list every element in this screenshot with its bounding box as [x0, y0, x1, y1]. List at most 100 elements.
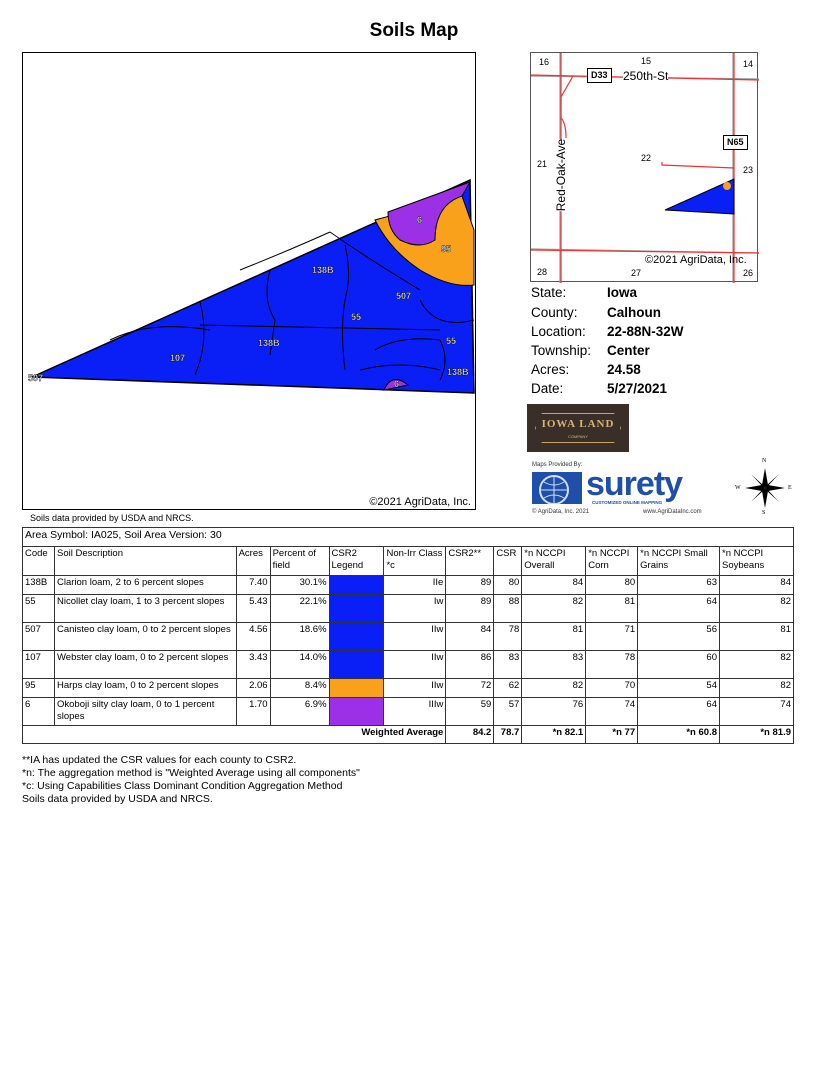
- cell-corn: 71: [585, 622, 639, 651]
- agridata-copyright: © AgriData, Inc. 2021: [532, 509, 590, 515]
- info-value: 24.58: [607, 362, 641, 377]
- column-header: CSR2**: [445, 546, 495, 576]
- cell-small: 54: [637, 678, 720, 698]
- table-header: Code Soil Description Acres Percent of fiel…: [22, 546, 794, 576]
- cell-pct: 30.1%: [269, 575, 330, 595]
- info-key: Date:: [531, 381, 564, 396]
- compass-w: W: [735, 485, 741, 491]
- section-label: 15: [641, 56, 652, 66]
- cell-code: 55: [22, 594, 55, 623]
- cell-small: 56: [637, 622, 720, 651]
- maps-provided-label: Maps Provided By:: [532, 462, 583, 468]
- cell-small: 63: [637, 575, 720, 595]
- cell-overall: 76: [521, 697, 587, 726]
- column-header: CSR2 Legend: [328, 546, 385, 576]
- info-key: Acres:: [531, 362, 570, 377]
- logo-text: IOWA LAND: [541, 418, 615, 430]
- cell-desc: Webster clay loam, 0 to 2 percent slopes: [53, 650, 237, 679]
- cell-cls: IIw: [383, 622, 447, 651]
- compass-n: N: [762, 458, 767, 464]
- cell-csr2: 89: [445, 575, 495, 595]
- section-label: 26: [743, 268, 754, 278]
- info-value: Center: [607, 343, 650, 358]
- cell-cls: IIw: [383, 650, 447, 679]
- cell-code: 507: [22, 622, 55, 651]
- globe-icon: [532, 472, 582, 505]
- cell-overall: 82: [521, 594, 587, 623]
- column-header: Percent of field: [269, 546, 330, 576]
- surety-tagline: CUSTOMIZED ONLINE MAPPING: [592, 500, 663, 505]
- cell-csr: 78: [493, 622, 523, 651]
- map-label: 138B: [312, 265, 334, 275]
- map-label: 95: [441, 244, 451, 254]
- footnote: *n: The aggregation method is "Weighted …: [22, 767, 360, 779]
- weighted-nccpi-small-grains: *n 60.8: [637, 725, 720, 744]
- csr2-legend-swatch: [328, 594, 385, 623]
- section-label: 22: [641, 153, 652, 163]
- column-header: *n NCCPI Corn: [585, 546, 639, 576]
- cell-desc: Canisteo clay loam, 0 to 2 percent slope…: [53, 622, 237, 651]
- weighted-average-row: Weighted Average 84.2 78.7 *n 82.1 *n 77…: [21, 725, 794, 744]
- column-header: *n NCCPI Small Grains: [637, 546, 720, 576]
- cell-soy: 81: [719, 622, 794, 651]
- soil-6-area-small: [383, 379, 410, 391]
- map-copyright: ©2021 AgriData, Inc.: [369, 496, 471, 508]
- weighted-nccpi-overall: *n 82.1: [521, 725, 587, 744]
- cell-pct: 6.9%: [269, 697, 330, 726]
- cell-pct: 22.1%: [269, 594, 330, 623]
- weighted-csr: 78.7: [493, 725, 523, 744]
- cell-pct: 14.0%: [269, 650, 330, 679]
- info-value: Calhoun: [607, 305, 661, 320]
- column-header: Soil Description: [53, 546, 237, 576]
- map-label: 55: [351, 312, 361, 322]
- map-label: 55: [446, 336, 456, 346]
- cell-csr2: 89: [445, 594, 495, 623]
- cell-corn: 80: [585, 575, 639, 595]
- cell-code: 107: [22, 650, 55, 679]
- cell-csr2: 86: [445, 650, 495, 679]
- weighted-average-label: Weighted Average: [21, 725, 447, 744]
- compass-s: S: [762, 510, 766, 516]
- cell-code: 95: [22, 678, 55, 698]
- cell-acres: 4.56: [235, 622, 271, 651]
- cell-corn: 81: [585, 594, 639, 623]
- cell-soy: 84: [719, 575, 794, 595]
- csr2-legend-swatch: [328, 622, 385, 651]
- cell-csr: 62: [493, 678, 523, 698]
- section-label: 21: [537, 159, 548, 169]
- surety-wordmark: surety: [586, 465, 683, 503]
- soil-6-area: [387, 181, 472, 246]
- info-key: State:: [531, 285, 567, 300]
- cell-csr: 83: [493, 650, 523, 679]
- map-label: 507: [396, 291, 411, 301]
- footnote: Soils data provided by USDA and NRCS.: [22, 793, 213, 805]
- table-row: 107 Webster clay loam, 0 to 2 percent slo…: [22, 650, 794, 679]
- section-label: 23: [743, 165, 754, 175]
- cell-desc: Clarion loam, 2 to 6 percent slopes: [53, 575, 237, 595]
- cell-soy: 82: [719, 594, 794, 623]
- cell-desc: Harps clay loam, 0 to 2 percent slopes: [53, 678, 237, 698]
- cell-pct: 8.4%: [269, 678, 330, 698]
- cell-csr: 88: [493, 594, 523, 623]
- source-note: Soils data provided by USDA and NRCS.: [30, 513, 194, 523]
- cell-acres: 1.70: [235, 697, 271, 726]
- map-label: 138B: [258, 338, 280, 348]
- info-key: Location:: [531, 324, 586, 339]
- column-header: *n NCCPI Soybeans: [719, 546, 794, 576]
- iowa-land-logo: IOWA LAND COMPANY: [527, 404, 629, 452]
- map-label: 6: [394, 379, 399, 389]
- route-shield-d33: D33: [587, 68, 612, 83]
- cell-corn: 78: [585, 650, 639, 679]
- cell-code: 6: [22, 697, 55, 726]
- cell-corn: 74: [585, 697, 639, 726]
- footnote: *c: Using Capabilities Class Dominant Co…: [22, 780, 343, 792]
- map-label: 107: [170, 353, 185, 363]
- cell-cls: IIIw: [383, 697, 447, 726]
- map-label: 6: [417, 215, 422, 225]
- column-header: CSR: [493, 546, 523, 576]
- column-header: Code: [22, 546, 55, 576]
- info-value: 5/27/2021: [607, 381, 668, 396]
- compass-e: E: [788, 485, 792, 491]
- cell-small: 60: [637, 650, 720, 679]
